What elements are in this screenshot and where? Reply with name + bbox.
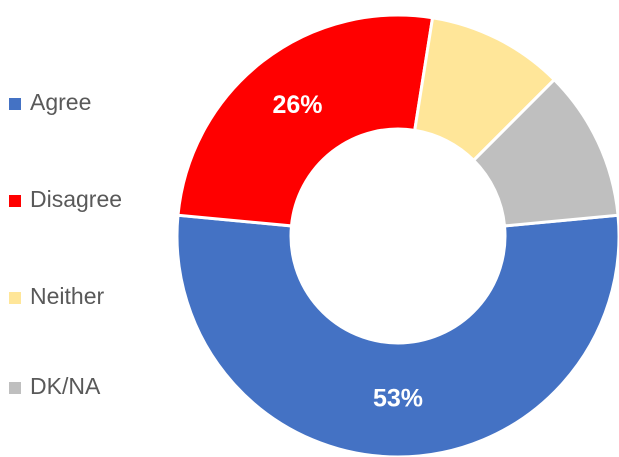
legend-swatch	[9, 382, 21, 394]
legend-label: Agree	[30, 89, 91, 115]
legend-label: Neither	[30, 283, 104, 309]
donut-slice	[471, 77, 619, 228]
data-label: 53%	[373, 385, 423, 413]
legend-swatch	[9, 195, 21, 207]
data-label: 26%	[272, 91, 322, 119]
donut-slice	[175, 213, 619, 457]
legend-swatch	[9, 98, 21, 110]
legend-swatch	[9, 292, 21, 304]
donut-slice	[176, 13, 435, 228]
legend-label: Disagree	[30, 186, 122, 212]
legend-label: DK/NA	[30, 373, 101, 399]
